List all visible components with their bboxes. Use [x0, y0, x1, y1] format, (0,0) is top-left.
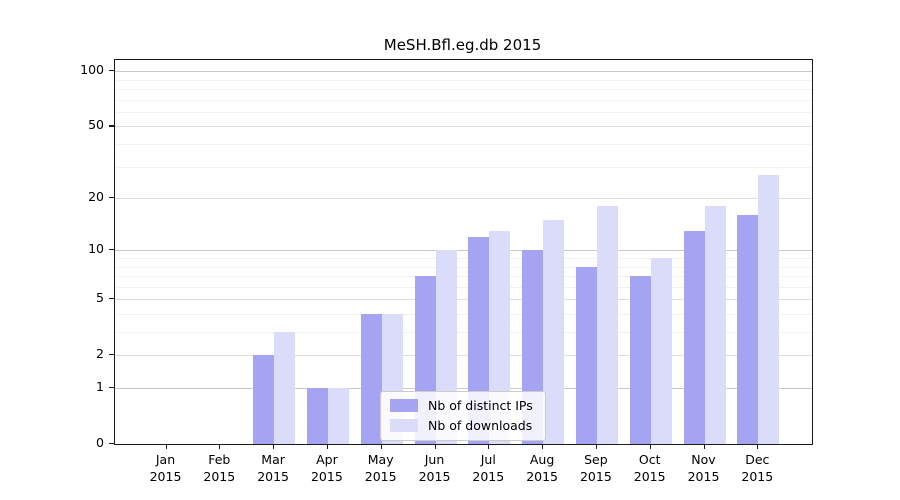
y-tick-label: 20 [88, 189, 104, 205]
bar-ips-apr [306, 388, 328, 444]
minor-gridline [115, 266, 812, 268]
major-gridline [115, 250, 812, 252]
x-tick-label: Mar 2015 [257, 452, 289, 484]
y-tick-label: 10 [88, 241, 104, 257]
bar-downloads-dec [758, 174, 780, 444]
y-tick-mark [109, 387, 114, 389]
legend-label-downloads: Nb of downloads [428, 418, 533, 433]
bar-downloads-sep [596, 206, 618, 444]
minor-gridline [115, 314, 812, 315]
y-tick-label: 2 [96, 346, 104, 362]
bar-ips-may [360, 314, 382, 444]
major-gridline [115, 198, 812, 200]
y-tick-label: 1 [96, 379, 104, 394]
x-tick-mark [273, 444, 275, 449]
x-tick-mark [757, 444, 759, 449]
x-tick-mark [380, 444, 382, 449]
legend-entry-downloads: Nb of downloads [390, 418, 533, 433]
major-gridline [115, 71, 812, 73]
x-tick-mark [165, 444, 167, 449]
x-tick-mark [703, 444, 705, 449]
x-tick-label: Jan 2015 [149, 452, 182, 484]
y-tick-mark [109, 125, 114, 127]
x-tick-label: Jun 2015 [418, 452, 451, 484]
chart-legend: Nb of distinct IPs Nb of downloads [380, 391, 546, 441]
bar-downloads-apr [327, 388, 349, 444]
legend-label-distinct-ips: Nb of distinct IPs [428, 398, 533, 413]
minor-gridline [115, 286, 812, 288]
major-gridline [115, 388, 812, 389]
bar-ips-dec [737, 215, 759, 444]
major-gridline [115, 126, 812, 128]
y-tick-mark [109, 70, 114, 72]
bar-downloads-oct [650, 258, 672, 444]
x-tick-label: Feb 2015 [203, 452, 236, 484]
bar-downloads-jul [489, 230, 511, 444]
bar-ips-oct [629, 276, 651, 444]
x-tick-mark [434, 444, 436, 449]
x-tick-label: May 2015 [364, 452, 397, 484]
y-tick-label: 5 [96, 290, 104, 306]
y-tick-mark [109, 249, 114, 251]
x-tick-label: Sep 2015 [579, 452, 612, 484]
x-tick-mark [542, 444, 544, 449]
bar-downloads-aug [543, 220, 565, 444]
minor-gridline [115, 258, 812, 259]
minor-gridline [115, 89, 812, 90]
bar-ips-mar [253, 355, 275, 444]
minor-gridline [115, 332, 812, 333]
legend-entry-distinct-ips: Nb of distinct IPs [390, 398, 533, 413]
y-tick-mark [109, 443, 114, 445]
y-tick-label: 100 [80, 62, 104, 78]
bar-downloads-nov [704, 206, 726, 444]
x-tick-label: Jul 2015 [472, 452, 505, 484]
minor-gridline [115, 111, 812, 113]
major-gridline [115, 355, 812, 357]
minor-gridline [115, 276, 812, 277]
x-tick-label: Aug 2015 [526, 452, 558, 484]
chart-title: MeSH.Bfl.eg.db 2015 [383, 36, 542, 54]
x-tick-mark [326, 444, 329, 449]
x-tick-label: Dec 2015 [741, 452, 774, 484]
y-tick-mark [109, 354, 114, 356]
x-tick-mark [488, 444, 490, 449]
minor-gridline [115, 144, 812, 145]
x-tick-mark [649, 444, 651, 449]
y-tick-mark [109, 298, 114, 300]
x-tick-label: Oct 2015 [633, 452, 666, 484]
bar-ips-nov [683, 230, 705, 444]
y-tick-label: 0 [96, 435, 104, 450]
x-tick-label: Apr 2015 [310, 452, 343, 484]
y-tick-label: 50 [88, 117, 104, 133]
bar-downloads-mar [274, 332, 296, 444]
minor-gridline [115, 99, 812, 101]
bar-ips-sep [575, 266, 597, 444]
legend-swatch-distinct-ips [390, 399, 418, 412]
x-tick-mark [595, 444, 598, 449]
plot-area: Nb of distinct IPs Nb of downloads [114, 59, 813, 445]
minor-gridline [115, 166, 812, 168]
legend-swatch-downloads [390, 419, 418, 432]
major-gridline [115, 299, 812, 301]
x-tick-mark [219, 444, 221, 449]
minor-gridline [115, 79, 812, 81]
x-tick-label: Nov 2015 [687, 452, 720, 484]
y-tick-mark [109, 197, 114, 199]
